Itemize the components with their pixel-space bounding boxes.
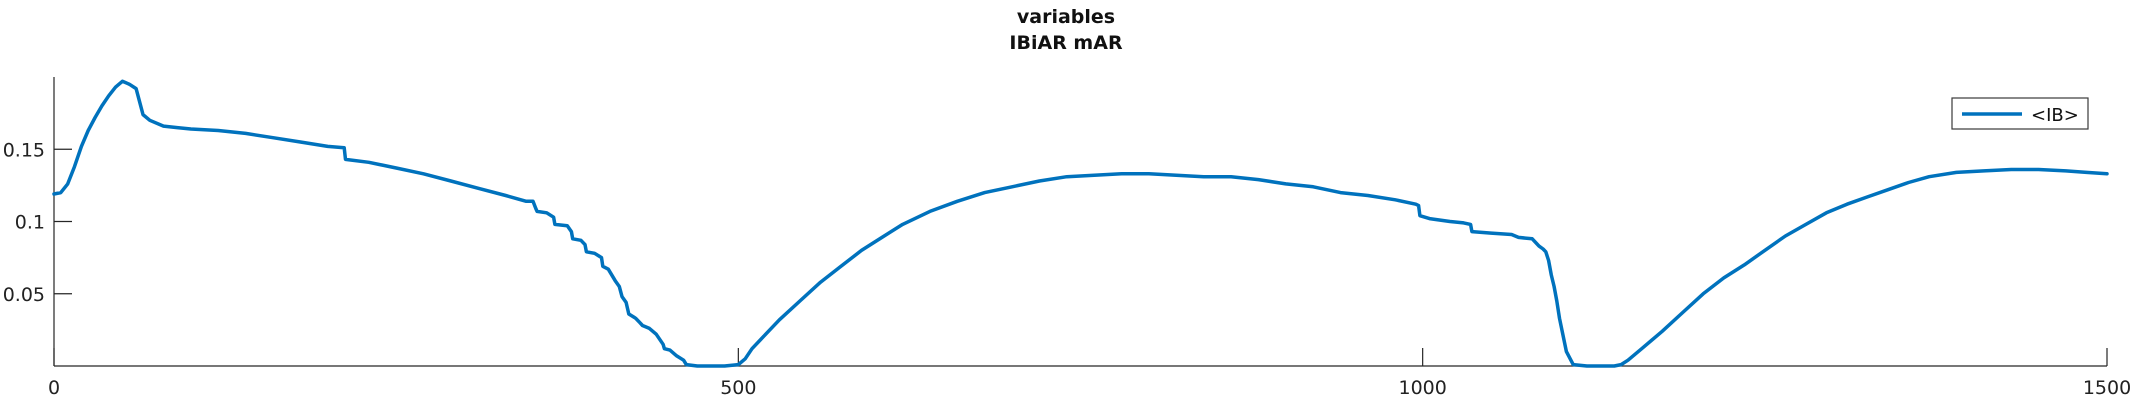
y-tick-label: 0.1 — [15, 212, 45, 234]
series-layer — [52, 79, 2109, 368]
series-line-ib — [52, 79, 2109, 368]
x-tick-label: 0 — [48, 377, 60, 399]
y-tick-label: 0.05 — [3, 284, 45, 306]
legend: <IB> — [1951, 97, 2089, 130]
chart-subtitle: IBiAR mAR — [1009, 32, 1123, 54]
x-tick-label: 1000 — [1398, 377, 1446, 399]
axes — [53, 77, 2107, 367]
ticks: 0 500 1000 1500 0.05 0.1 0.15 — [3, 139, 2131, 399]
legend-label: <IB> — [2031, 105, 2079, 126]
y-tick-label: 0.15 — [3, 139, 45, 161]
chart-title: variables — [1017, 6, 1115, 28]
x-tick-label: 500 — [720, 377, 756, 399]
x-tick-label: 1500 — [2083, 377, 2131, 399]
